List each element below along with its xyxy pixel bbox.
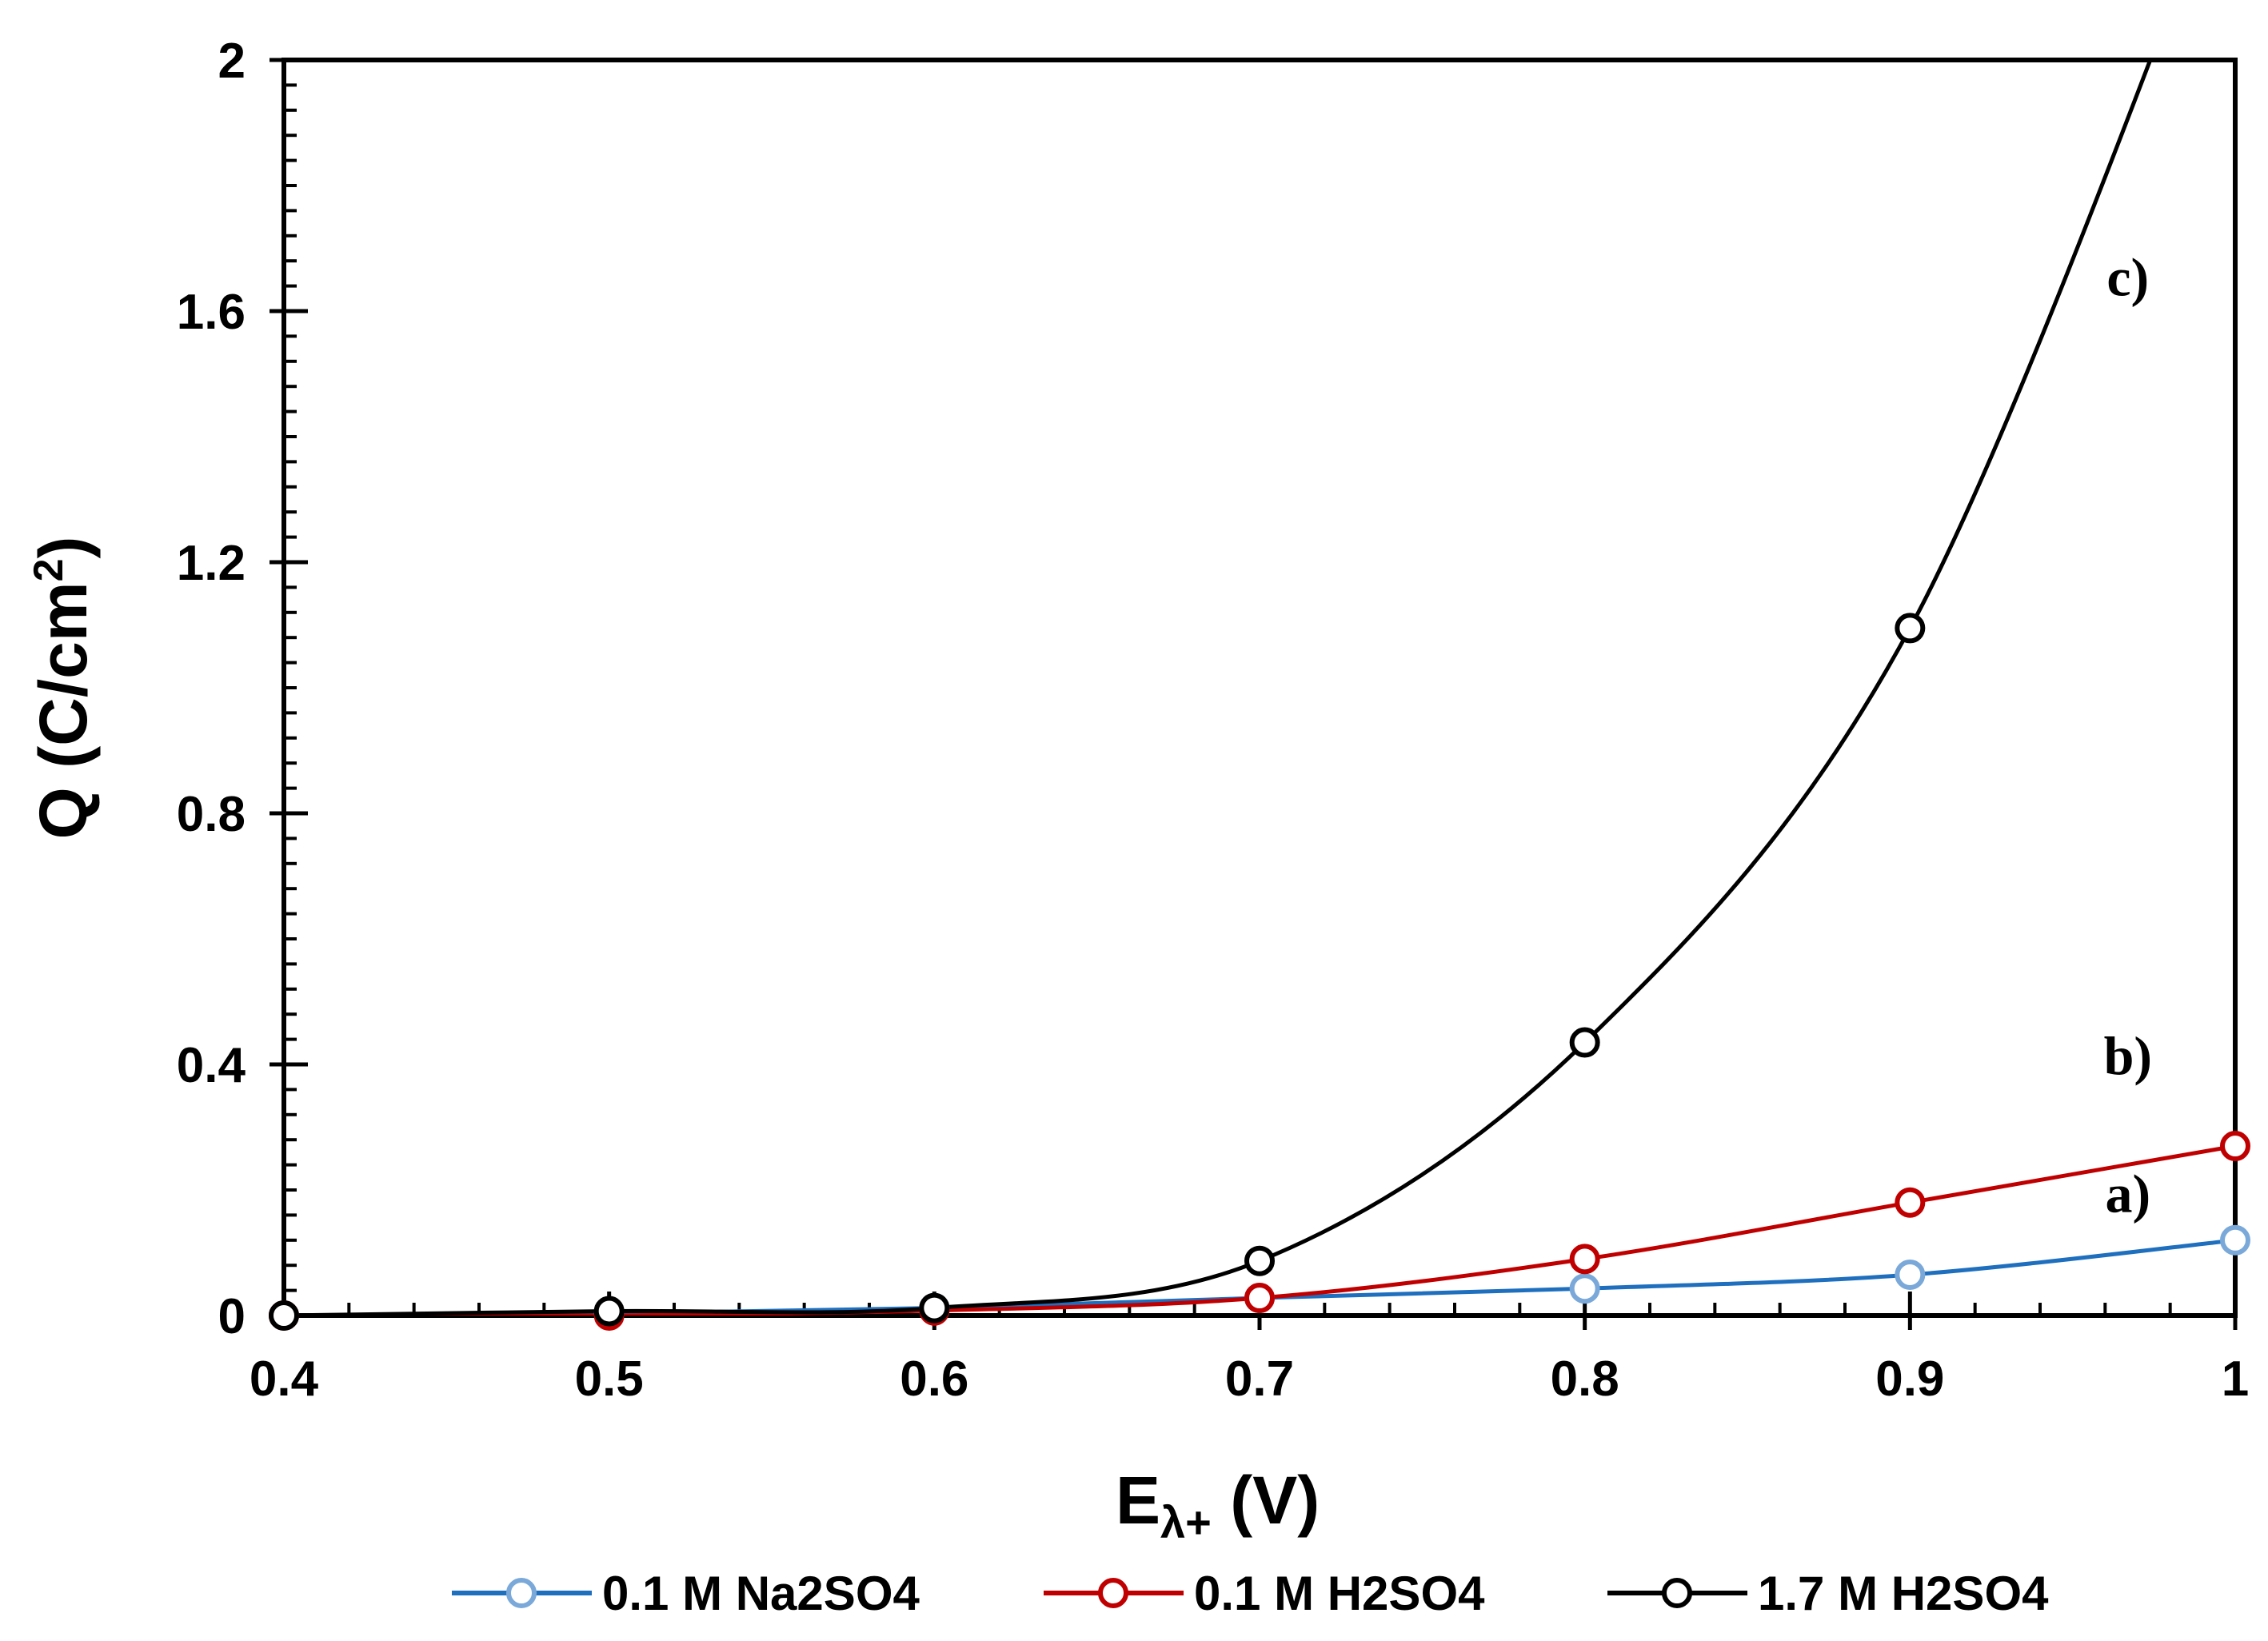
series-line-h2so4-concentrated (284, 60, 2153, 1316)
legend-label: 0.1 M H2SO4 (1194, 1567, 1485, 1620)
legend-marker-swatch (506, 1578, 537, 1608)
plot-area-border (282, 58, 2238, 1318)
y-tick-label: 0.4 (177, 1038, 246, 1093)
legend-marker-swatch (1662, 1578, 1692, 1608)
plot-frame (282, 58, 2238, 1318)
x-tick-label: 0.9 (1875, 1352, 1944, 1407)
legend-label: 0.1 M Na2SO4 (602, 1567, 920, 1620)
legend-label: 1.7 M H2SO4 (1758, 1567, 2049, 1620)
x-tick-label: 0.8 (1551, 1352, 1619, 1407)
data-point-h2so4-dilute (1895, 1187, 1926, 1218)
y-tick-label: 1.2 (177, 536, 246, 591)
curve-label-h2so4-concentrated: c) (2106, 246, 2149, 307)
x-tick-label: 0.5 (575, 1352, 644, 1407)
series-markers (269, 613, 2250, 1331)
data-point-h2so4-concentrated (919, 1292, 950, 1324)
x-axis-title: Eλ+ (V) (1116, 1463, 1320, 1547)
data-point-na2so4 (2220, 1224, 2250, 1256)
data-point-h2so4-dilute (2220, 1131, 2250, 1162)
x-tick-label: 0.6 (900, 1352, 968, 1407)
legend-marker-swatch (1098, 1578, 1128, 1608)
x-tick-label: 0.7 (1225, 1352, 1294, 1407)
legend: 0.1 M Na2SO4 0.1 M H2SO4 1.7 M H2SO4 (452, 1567, 2049, 1620)
data-point-na2so4 (1569, 1273, 1600, 1304)
data-point-h2so4-concentrated (1569, 1027, 1600, 1058)
curve-label-na2so4: a) (2105, 1163, 2150, 1224)
data-point-h2so4-dilute (1569, 1244, 1600, 1275)
y-tick-label: 1.6 (177, 285, 246, 340)
legend-entry-na2so4: 0.1 M Na2SO4 (452, 1567, 920, 1620)
x-tick-label: 1 (2222, 1352, 2249, 1407)
data-point-h2so4-concentrated (593, 1296, 625, 1327)
y-tick-label: 2 (218, 34, 246, 89)
y-axis-title: Q (C/cm2) (26, 537, 101, 840)
data-point-h2so4-concentrated (1895, 613, 1926, 644)
data-point-h2so4-concentrated (269, 1300, 299, 1331)
annotations: a) b) c) (2104, 246, 2152, 1224)
data-point-na2so4 (1895, 1259, 1926, 1290)
x-tick-label: 0.4 (250, 1352, 319, 1407)
y-tick-label: 0 (218, 1289, 246, 1344)
axis-ticks (270, 58, 2238, 1330)
legend-entry-h2so4-dilute: 0.1 M H2SO4 (1044, 1567, 1485, 1620)
data-point-h2so4-concentrated (1244, 1245, 1275, 1276)
curve-label-h2so4-dilute: b) (2104, 1025, 2152, 1086)
data-point-h2so4-dilute (1244, 1283, 1275, 1314)
y-tick-label: 0.8 (177, 787, 246, 842)
legend-entry-h2so4-concentrated: 1.7 M H2SO4 (1607, 1567, 2049, 1620)
series-lines (284, 60, 2235, 1316)
